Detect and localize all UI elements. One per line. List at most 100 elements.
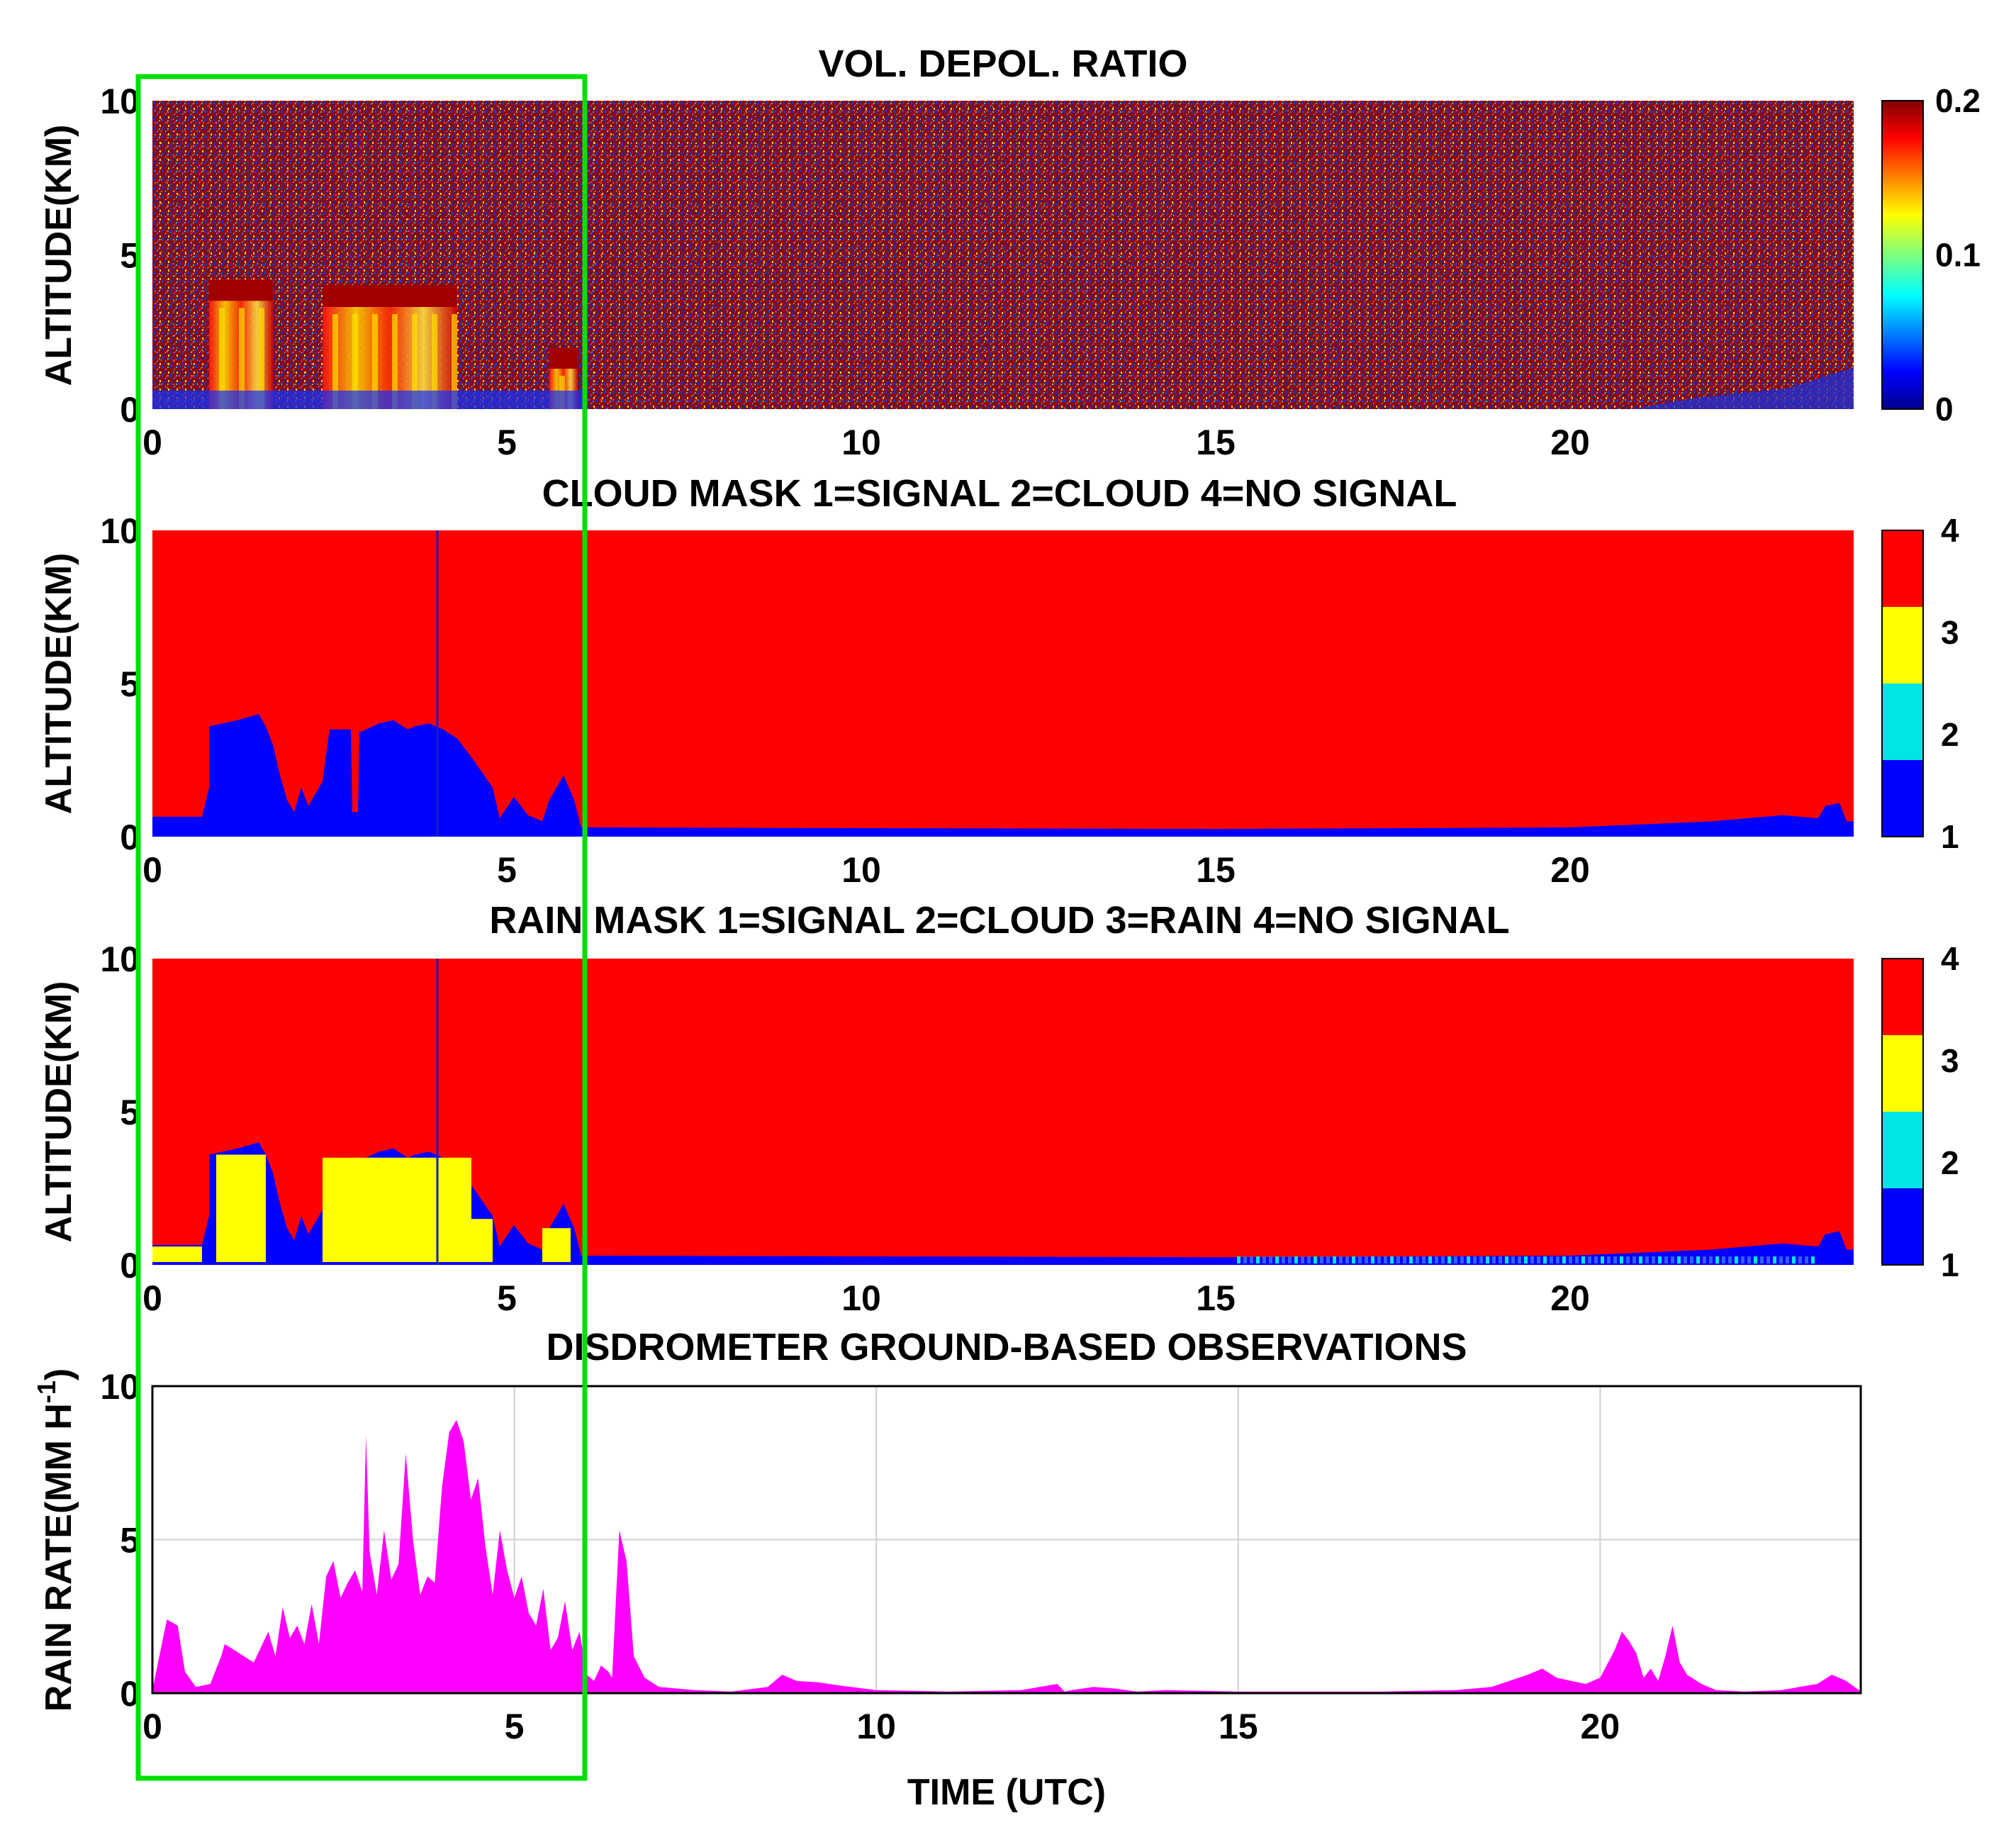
highlight-box [135,74,588,1781]
x-tick-label: 10 [841,1278,881,1318]
speckle-mark [1339,1256,1343,1263]
speckle-mark [1626,1256,1630,1263]
cloud-streak [219,308,225,409]
x-tick-label: 5 [497,423,517,462]
colorbar-frame [1881,958,1924,1266]
speckle-mark [1798,1256,1802,1263]
speckle-mark [1447,1256,1451,1263]
speckle-mark [1639,1256,1642,1263]
y-tick-label: 10 [100,82,140,121]
speckle-mark [1747,1256,1751,1263]
colorbar-tick-label: 3 [1941,1042,1959,1079]
cloud-top-2 [323,286,457,307]
x-tick-label: 10 [841,423,881,462]
x-tick-label: 10 [841,850,881,890]
cloud-mask-panel: CLOUD MASK 1=SIGNAL 2=CLOUD 4=NO SIGNAL … [38,472,1959,890]
y-tick-label: 10 [100,1367,140,1407]
x-tick-label: 15 [1196,423,1236,462]
cloud-streak [412,314,418,409]
disdrometer-panel: DISDROMETER GROUND-BASED OBSERVATIONS 0 5… [32,1326,1862,1813]
speckle-mark [1403,1256,1406,1263]
speckle-mark [1396,1256,1400,1263]
speckle-mark [1556,1256,1559,1263]
speckle-mark [1422,1256,1426,1263]
colorbar-tick-label: 0.2 [1935,82,1981,119]
cloud-streak [352,314,358,409]
cloud-streak [259,308,264,409]
speckle-mark [1505,1256,1508,1263]
speckle-mark [1467,1256,1470,1263]
colorbar-tick-label: 4 [1941,512,1959,549]
y-axis-label: ALTITUDE(KM) [38,553,79,815]
speckle-mark [1792,1256,1796,1263]
colorbar-tick-label: 4 [1941,940,1959,977]
speckle-mark [1237,1256,1241,1263]
colorbar-segment [1882,683,1923,760]
colorbar-segment [1882,1112,1923,1188]
x-tick-label: 0 [142,1707,162,1746]
speckle-mark [1454,1256,1457,1263]
speckle-mark [1709,1256,1713,1263]
y-tick-label: 10 [100,511,140,551]
speckle-mark [1754,1256,1757,1263]
rain-region-4 [471,1219,493,1262]
speckle-mark [1486,1256,1489,1263]
speckle-mark [1773,1256,1776,1263]
x-tick-label: 15 [1219,1707,1258,1746]
speckle-mark [1269,1256,1272,1263]
colorbar-frame [1881,530,1924,837]
speckle-mark [1652,1256,1655,1263]
speckle-mark [1333,1256,1336,1263]
cloud-streak [392,314,398,409]
cloud-streak [372,314,378,409]
speckle-mark [1320,1256,1323,1263]
speckle-mark [1811,1256,1815,1263]
x-tick-label: 15 [1196,1278,1236,1318]
rain-region-1 [152,1246,202,1262]
speckle-mark [1805,1256,1808,1263]
speckle-mark [1301,1256,1304,1263]
speckle-mark [1766,1256,1770,1263]
speckle-mark [1594,1256,1598,1263]
speckle-mark [1543,1256,1547,1263]
speckle-mark [1492,1256,1496,1263]
speckle-mark [1728,1256,1732,1263]
x-tick-label: 10 [856,1707,896,1746]
speckle-mark [1416,1256,1419,1263]
speckle-mark [1524,1256,1528,1263]
speckle-mark [1460,1256,1464,1263]
chart-title: DISDROMETER GROUND-BASED OBSERVATIONS [546,1326,1467,1368]
y-tick-label: 10 [100,939,140,979]
x-tick-label: 20 [1550,850,1590,890]
rain-mask-panel: RAIN MASK 1=SIGNAL 2=CLOUD 3=RAIN 4=NO S… [38,899,1959,1318]
speckle-mark [1760,1256,1764,1263]
speckle-mark [1479,1256,1483,1263]
speckle-mark [1537,1256,1540,1263]
colorbar-segment [1882,959,1923,1035]
x-tick-label: 20 [1550,1278,1590,1318]
speckle-mark [1275,1256,1279,1263]
speckle-mark [1550,1256,1553,1263]
x-tick-label: 0 [142,1278,162,1318]
x-tick-label: 20 [1550,423,1590,462]
speckle-mark [1390,1256,1394,1263]
cloud-streak [239,308,245,409]
speckle-mark [1384,1256,1387,1263]
speckle-mark [1518,1256,1521,1263]
speckle-mark [1294,1256,1298,1263]
colorbar-tick-label: 3 [1941,614,1959,651]
speckle-mark [1786,1256,1789,1263]
speckle-mark [1741,1256,1745,1263]
speckle-mark [1690,1256,1693,1263]
y-axis-label: ALTITUDE(KM) [38,125,79,386]
speckle-mark [1696,1256,1700,1263]
speckle-mark [1735,1256,1738,1263]
colorbar-tick-label: 1 [1941,818,1959,855]
speckle-mark [1677,1256,1681,1263]
colorbar [1881,100,1924,410]
colorbar-tick-label: 2 [1941,1144,1959,1181]
speckle-mark [1530,1256,1534,1263]
cloud-top-1 [209,279,273,301]
